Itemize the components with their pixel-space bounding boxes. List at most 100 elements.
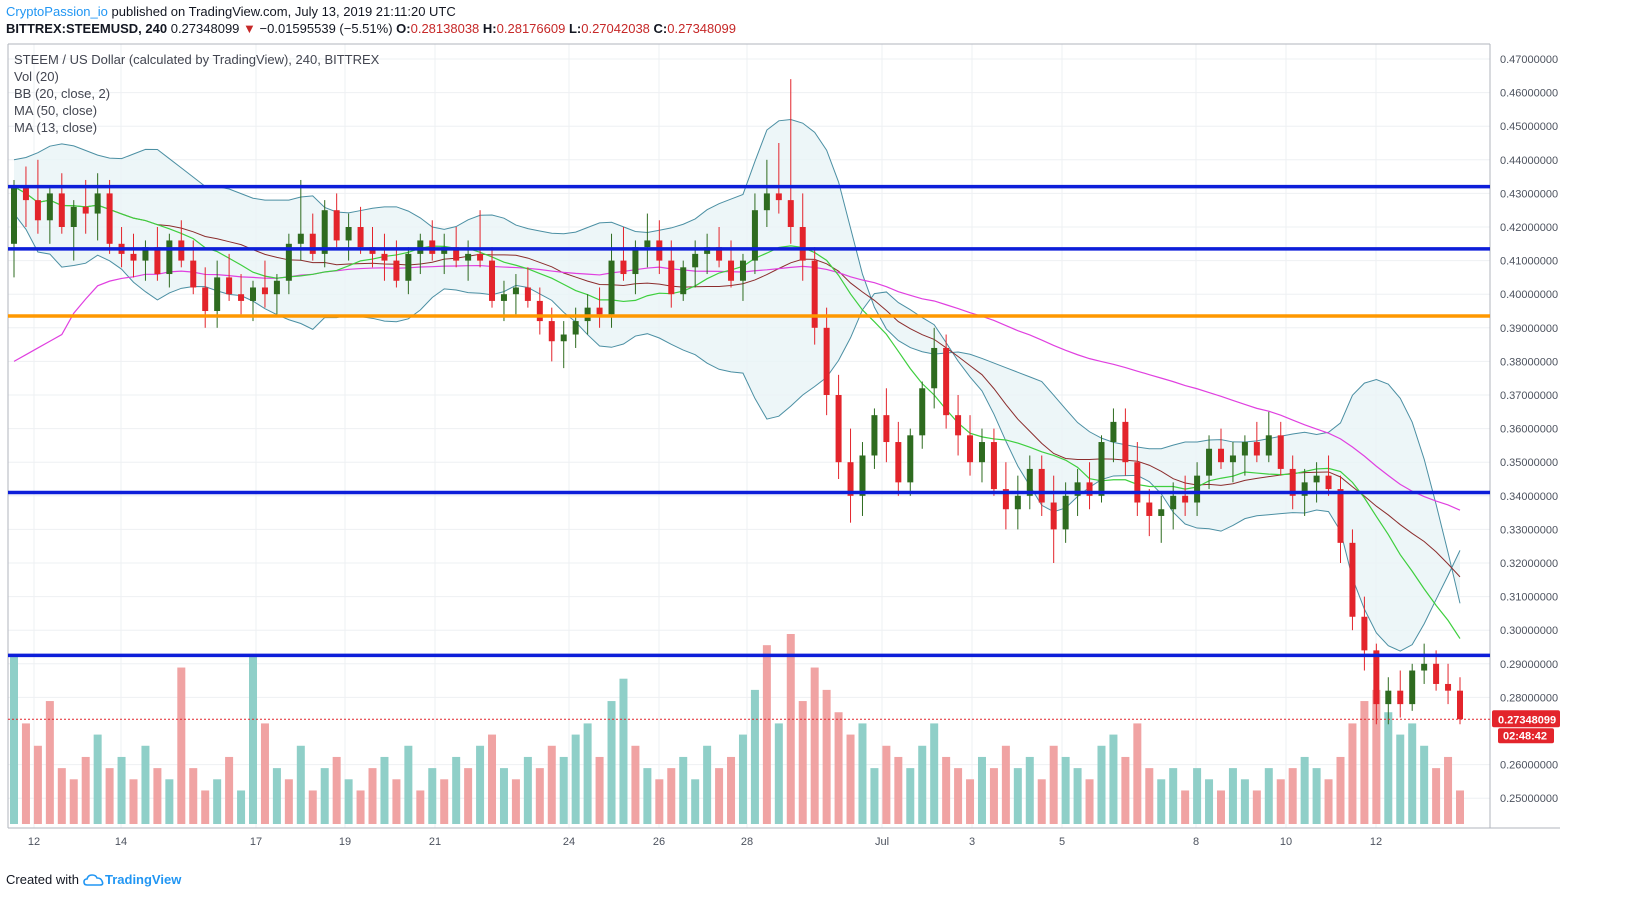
volume-bar [237, 790, 246, 824]
volume-bar [1372, 689, 1381, 824]
candle-body [238, 294, 245, 301]
volume-bar [1312, 768, 1321, 824]
volume-bar [1384, 712, 1393, 824]
legend-ma13[interactable]: MA (13, close) [14, 120, 98, 135]
volume-bar [1348, 723, 1357, 824]
candle-body [620, 260, 627, 275]
volume-bar [1049, 745, 1058, 824]
bollinger-lower-line [13, 213, 1461, 652]
candle-body [907, 435, 914, 483]
legend-bollinger[interactable]: BB (20, close, 2) [14, 86, 111, 101]
candle-body [357, 227, 364, 248]
candle-body [393, 260, 400, 281]
candle-body [548, 321, 555, 342]
volume-bar [894, 756, 903, 824]
close-label: C: [653, 21, 668, 36]
candle-body [739, 260, 746, 281]
candle-body [1217, 448, 1224, 463]
symbol-label: BITTREX:STEEMUSD, 240 [6, 21, 168, 36]
candle-body [1182, 495, 1189, 503]
candle-body [333, 210, 340, 241]
candle-body [154, 247, 161, 275]
volume-bar [1085, 779, 1094, 824]
volume-bar [356, 790, 365, 824]
volume-bar [320, 768, 329, 824]
volume-bar [954, 768, 963, 824]
volume-bar [667, 768, 676, 824]
candle-body [943, 347, 950, 416]
countdown-tag [1498, 728, 1554, 744]
volume-bar [619, 678, 628, 824]
volume-bar [977, 756, 986, 824]
volume-bar [284, 779, 293, 824]
candle-body [321, 210, 328, 254]
volume-bar [1037, 779, 1046, 824]
y-tick-label: 0.29000000 [1500, 659, 1558, 671]
publish-text: published on TradingView.com, July 13, 2… [111, 4, 456, 19]
volume-bar [1240, 779, 1249, 824]
volume-bar [882, 745, 891, 824]
candle-body [142, 247, 149, 261]
volume-bar [416, 790, 425, 824]
candle-body [632, 247, 639, 275]
y-tick-label: 0.34000000 [1500, 491, 1558, 503]
volume-bar [1360, 701, 1369, 824]
volume-bar [523, 756, 532, 824]
last-price-tag [1492, 710, 1560, 728]
volume-bar [45, 701, 54, 824]
volume-bar [1324, 779, 1333, 824]
candle-body [847, 462, 854, 496]
candle-body [1038, 468, 1045, 503]
volume-bar [1288, 768, 1297, 824]
volume-bar [655, 779, 664, 824]
candle-body [728, 260, 735, 281]
candle-body [1325, 475, 1332, 490]
volume-bar [177, 667, 186, 824]
volume-bar [1061, 756, 1070, 824]
volume-bar [703, 745, 712, 824]
candle-body [190, 260, 197, 288]
volume-bar [404, 745, 413, 824]
volume-bar [989, 768, 998, 824]
volume-bar [1205, 779, 1214, 824]
close-value: 0.27348099 [667, 21, 736, 36]
volume-bar [631, 745, 640, 824]
volume-bar [141, 745, 150, 824]
volume-bar [822, 689, 831, 824]
x-tick-label: 28 [741, 836, 753, 848]
volume-bar [966, 779, 975, 824]
legend-volume[interactable]: Vol (20) [14, 69, 59, 84]
candle-body [524, 287, 531, 301]
candle-body [990, 442, 997, 490]
candle-body [512, 287, 519, 295]
volume-bar [1013, 768, 1022, 824]
candle-body [536, 300, 543, 322]
candle-body [1074, 482, 1081, 496]
volume-bar [559, 756, 568, 824]
volume-bar [105, 768, 114, 824]
candle-body [1134, 462, 1141, 503]
volume-bar [260, 723, 269, 824]
volume-bar [1121, 756, 1130, 824]
legend-main-series[interactable]: STEEM / US Dollar (calculated by Trading… [14, 52, 380, 67]
x-tick-label: 14 [115, 836, 127, 848]
legend-ma50[interactable]: MA (50, close) [14, 103, 98, 118]
y-tick-label: 0.31000000 [1500, 592, 1558, 604]
volume-bar [643, 768, 652, 824]
candle-body [1409, 670, 1416, 705]
volume-bar [750, 689, 759, 824]
candle-body [226, 277, 233, 295]
volume-bar [607, 701, 616, 824]
candle-body [465, 253, 472, 261]
candle-body [596, 307, 603, 315]
volume-bar [440, 779, 449, 824]
candle-body [70, 206, 77, 227]
tradingview-logo[interactable]: TradingView [83, 872, 181, 887]
author-link[interactable]: CryptoPassion_io [6, 4, 108, 19]
volume-bar [10, 656, 18, 824]
candle-body [1301, 482, 1308, 496]
volume-bar [762, 645, 771, 824]
candle-body [1086, 482, 1093, 496]
volume-bar [368, 768, 377, 824]
